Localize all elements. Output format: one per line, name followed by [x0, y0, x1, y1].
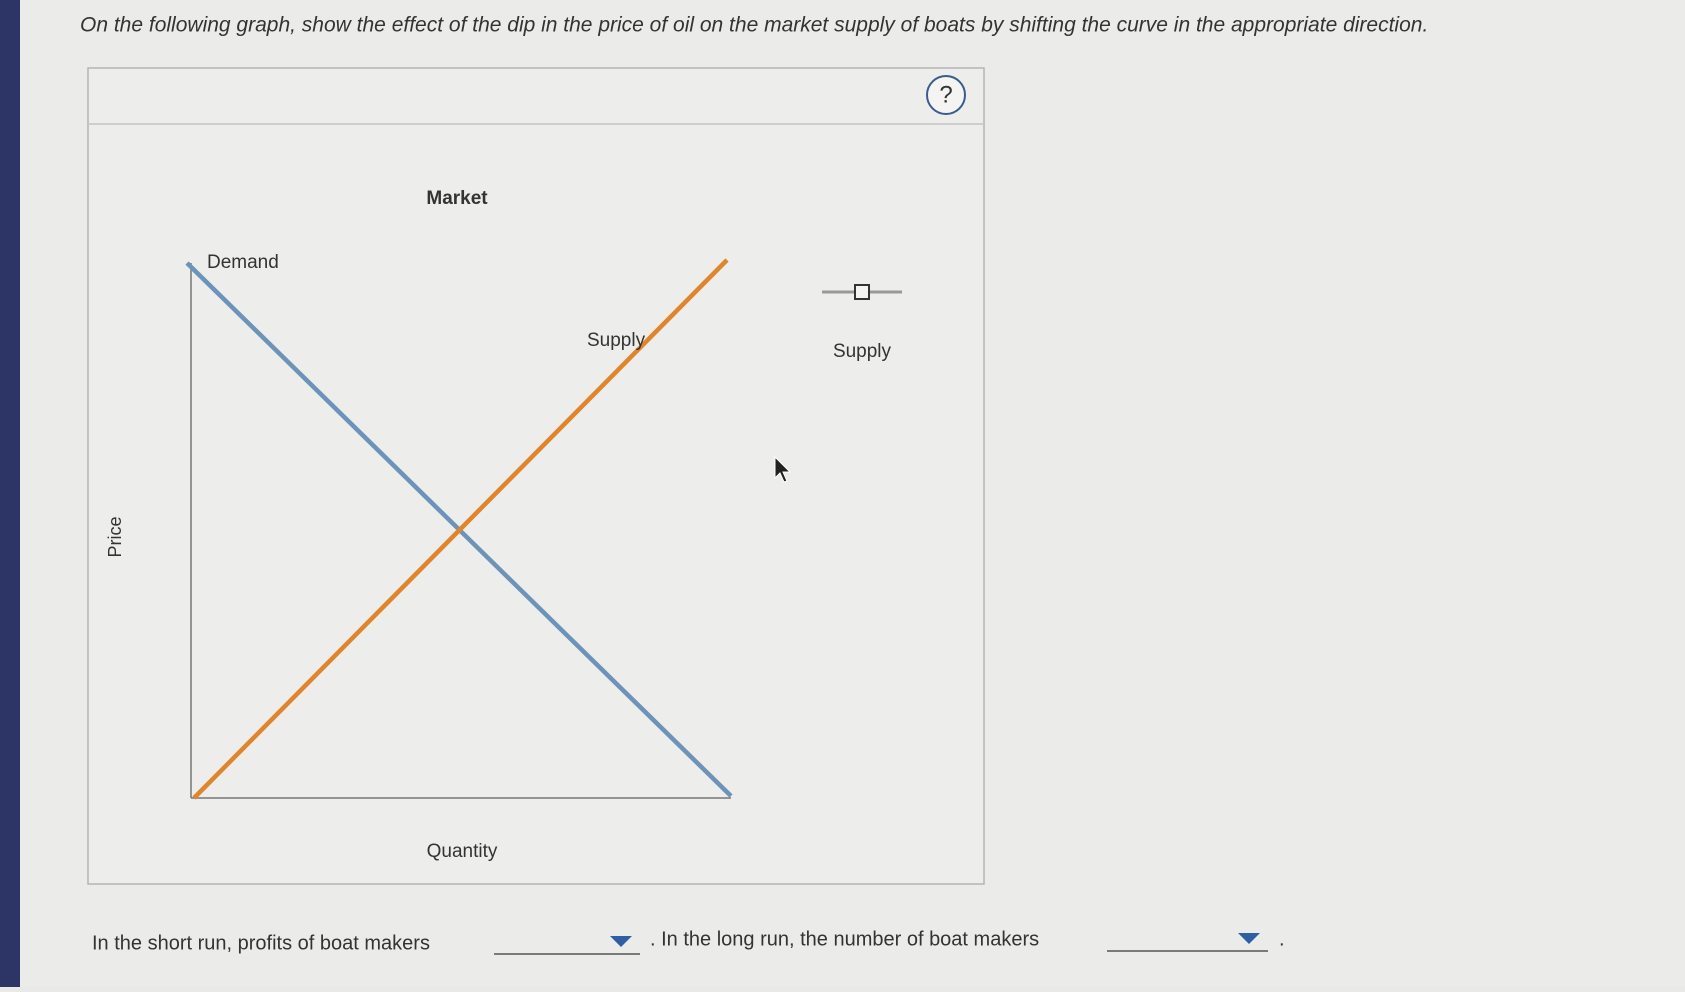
answer-text-1: In the short run, profits of boat makers — [92, 932, 430, 954]
dropdown-1-arrow[interactable] — [610, 936, 632, 947]
supply-tool-handle[interactable] — [854, 284, 870, 300]
y-axis-label: Price — [105, 516, 125, 557]
graph-panel — [87, 67, 985, 885]
dropdown-2-arrow[interactable] — [1238, 933, 1260, 944]
instruction: On the following graph, show the effect … — [80, 14, 1428, 37]
supply-tool-label[interactable]: Supply — [833, 341, 892, 362]
help-icon[interactable]: ? — [939, 81, 952, 108]
left-edge — [0, 0, 20, 987]
help-button[interactable] — [926, 75, 966, 115]
answer-end: . — [1279, 928, 1285, 950]
answer-text-2: . In the long run, the number of boat ma… — [650, 928, 1039, 950]
supply-curve[interactable] — [192, 258, 729, 800]
demand-label: Demand — [207, 252, 279, 273]
mouse-cursor — [774, 455, 792, 483]
graph-title: Market — [426, 188, 488, 209]
supply-label: Supply — [587, 330, 646, 351]
x-axis-label: Quantity — [427, 841, 498, 862]
